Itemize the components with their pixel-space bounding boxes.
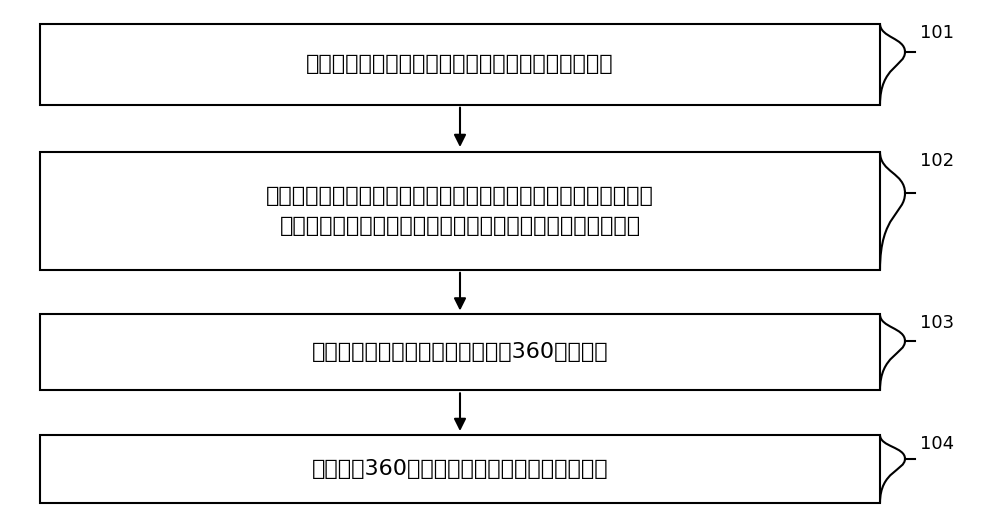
Text: 将拍摄出的若干张照片合成到一张360度图像上: 将拍摄出的若干张照片合成到一张360度图像上	[312, 342, 608, 363]
Bar	[40, 435, 880, 503]
Text: 102: 102	[920, 152, 954, 170]
Bar	[40, 152, 880, 270]
Text: 103: 103	[920, 314, 954, 332]
Text: 通过分析360度图像分析圆柱状工件外表面缺陷: 通过分析360度图像分析圆柱状工件外表面缺陷	[312, 459, 608, 479]
Bar	[40, 314, 880, 390]
Bar	[40, 24, 880, 105]
Text: 104: 104	[920, 435, 954, 453]
Text: 101: 101	[920, 24, 954, 41]
Text: 旋转圆柱状工件，同时通过与条状光源同侧且设置在条状光源间隔
中的面阵相机每隔预置角度对圆柱状工件外表面进行连续拍照: 旋转圆柱状工件，同时通过与条状光源同侧且设置在条状光源间隔 中的面阵相机每隔预置…	[266, 186, 654, 236]
Text: 在圆柱状工件一侧按预置间距设置至少两个条状光源: 在圆柱状工件一侧按预置间距设置至少两个条状光源	[306, 54, 614, 74]
